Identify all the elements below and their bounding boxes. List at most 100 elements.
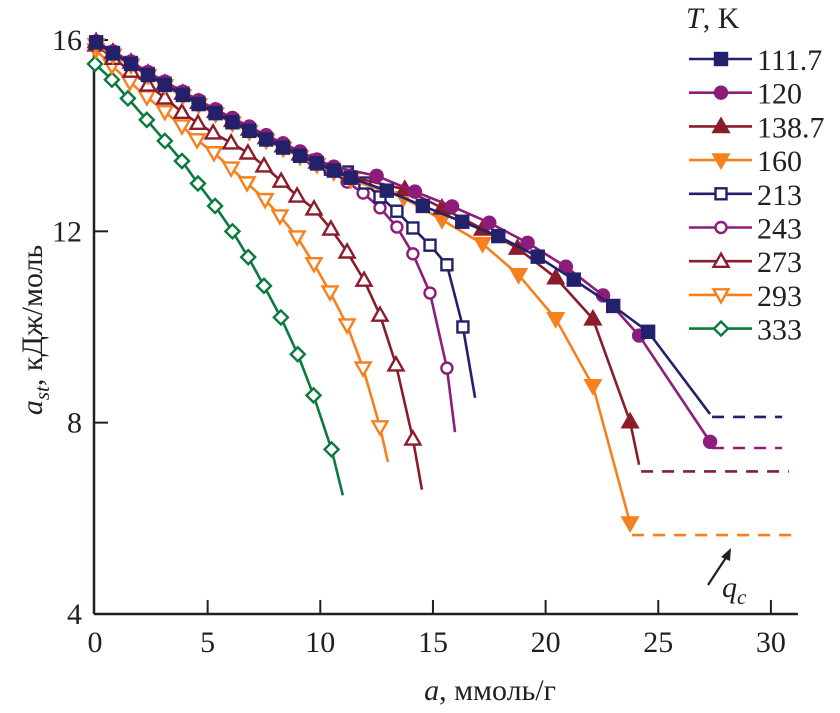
data-point (237, 176, 257, 193)
data-point (320, 285, 340, 302)
data-point (403, 428, 423, 446)
data-point (558, 259, 574, 274)
legend-label: 293 (757, 280, 802, 313)
data-point (254, 155, 274, 173)
legend-title-unit: , K (703, 2, 740, 35)
data-point (255, 277, 273, 295)
data-point (223, 222, 242, 241)
legend-label: 333 (757, 314, 802, 347)
y-tick-label: 12 (52, 215, 82, 248)
x-tick-label: 0 (88, 626, 103, 659)
data-point (123, 56, 139, 72)
legend-item-213: 213 (689, 179, 802, 212)
data-point (157, 77, 173, 93)
data-point (138, 111, 156, 129)
legend-title-var: T (686, 2, 705, 35)
data-point (472, 236, 493, 254)
data-point (354, 270, 374, 287)
data-point (203, 122, 223, 140)
y-tick-label: 4 (67, 598, 82, 631)
data-point (155, 87, 175, 105)
data-point (289, 345, 307, 363)
arrow-shaft (707, 555, 728, 586)
series-line (94, 62, 345, 496)
legend-label: 120 (757, 78, 802, 111)
series-layer (86, 31, 792, 537)
legend-marker (712, 319, 730, 338)
data-point (583, 378, 603, 396)
data-point (620, 411, 640, 429)
legend-item-160: 160 (689, 145, 802, 178)
data-point (140, 67, 156, 83)
data-point (156, 132, 174, 150)
data-point (406, 247, 420, 261)
data-point (191, 96, 206, 112)
data-point (103, 71, 121, 89)
data-point (304, 257, 324, 274)
data-point (508, 268, 529, 285)
y-axis-label: ast, кДж/моль (16, 245, 54, 415)
legend-label: 138.7 (757, 111, 825, 144)
data-point (309, 156, 325, 171)
data-point (239, 248, 257, 266)
x-axis-label: a, ммоль/г (424, 674, 556, 707)
data-point (440, 258, 454, 272)
data-point (456, 320, 470, 334)
data-point (702, 434, 718, 449)
data-point (337, 241, 357, 259)
data-point (440, 361, 454, 375)
data-point (304, 386, 323, 405)
data-point (304, 198, 324, 216)
series-160 (86, 37, 792, 537)
data-point (259, 132, 274, 147)
y-axis-unit: кДж/моль (16, 245, 49, 371)
data-point (172, 102, 192, 120)
data-point (546, 312, 566, 329)
data-point (423, 286, 437, 300)
data-point (238, 142, 258, 160)
data-point (221, 161, 241, 179)
data-point (287, 230, 307, 247)
legend-label: 273 (757, 246, 802, 279)
y-tick-label: 8 (67, 407, 82, 440)
data-point (337, 318, 357, 335)
legend-item-243: 243 (689, 213, 802, 246)
x-axis-sep: , (439, 674, 454, 707)
x-axis-unit: ммоль/г (454, 674, 556, 707)
data-point (208, 105, 223, 121)
legend-item-111-7: 111.7 (689, 44, 822, 77)
data-point (370, 420, 390, 437)
legend-marker (714, 187, 728, 201)
data-point (407, 184, 423, 199)
data-point (321, 219, 341, 236)
data-point (444, 199, 460, 214)
legend-item-120: 120 (689, 78, 802, 111)
x-tick-label: 10 (305, 626, 335, 659)
data-point (390, 204, 404, 218)
legend-item-293: 293 (689, 280, 802, 313)
legend-marker (713, 85, 729, 100)
data-point (105, 46, 121, 61)
data-point (242, 123, 257, 139)
data-point (88, 35, 104, 50)
data-point (482, 215, 497, 230)
data-point (225, 115, 240, 130)
legend-title: T, K (686, 2, 740, 35)
data-point (583, 308, 603, 326)
data-point (119, 89, 137, 108)
legend-marker (714, 220, 728, 235)
data-point (546, 267, 566, 285)
qc-sub: c (737, 585, 747, 609)
axes: 0 5 10 15 20 25 30 4 8 12 16 (52, 24, 798, 659)
qc-label: qc (722, 571, 747, 609)
legend-marker (711, 288, 731, 305)
y-axis-var: a (16, 400, 49, 415)
x-tick-label: 5 (200, 626, 215, 659)
y-tick-label: 16 (52, 24, 82, 57)
data-point (640, 324, 656, 339)
data-point (455, 214, 470, 229)
data-point (415, 198, 431, 214)
data-point (255, 192, 275, 210)
series-line (95, 40, 641, 465)
